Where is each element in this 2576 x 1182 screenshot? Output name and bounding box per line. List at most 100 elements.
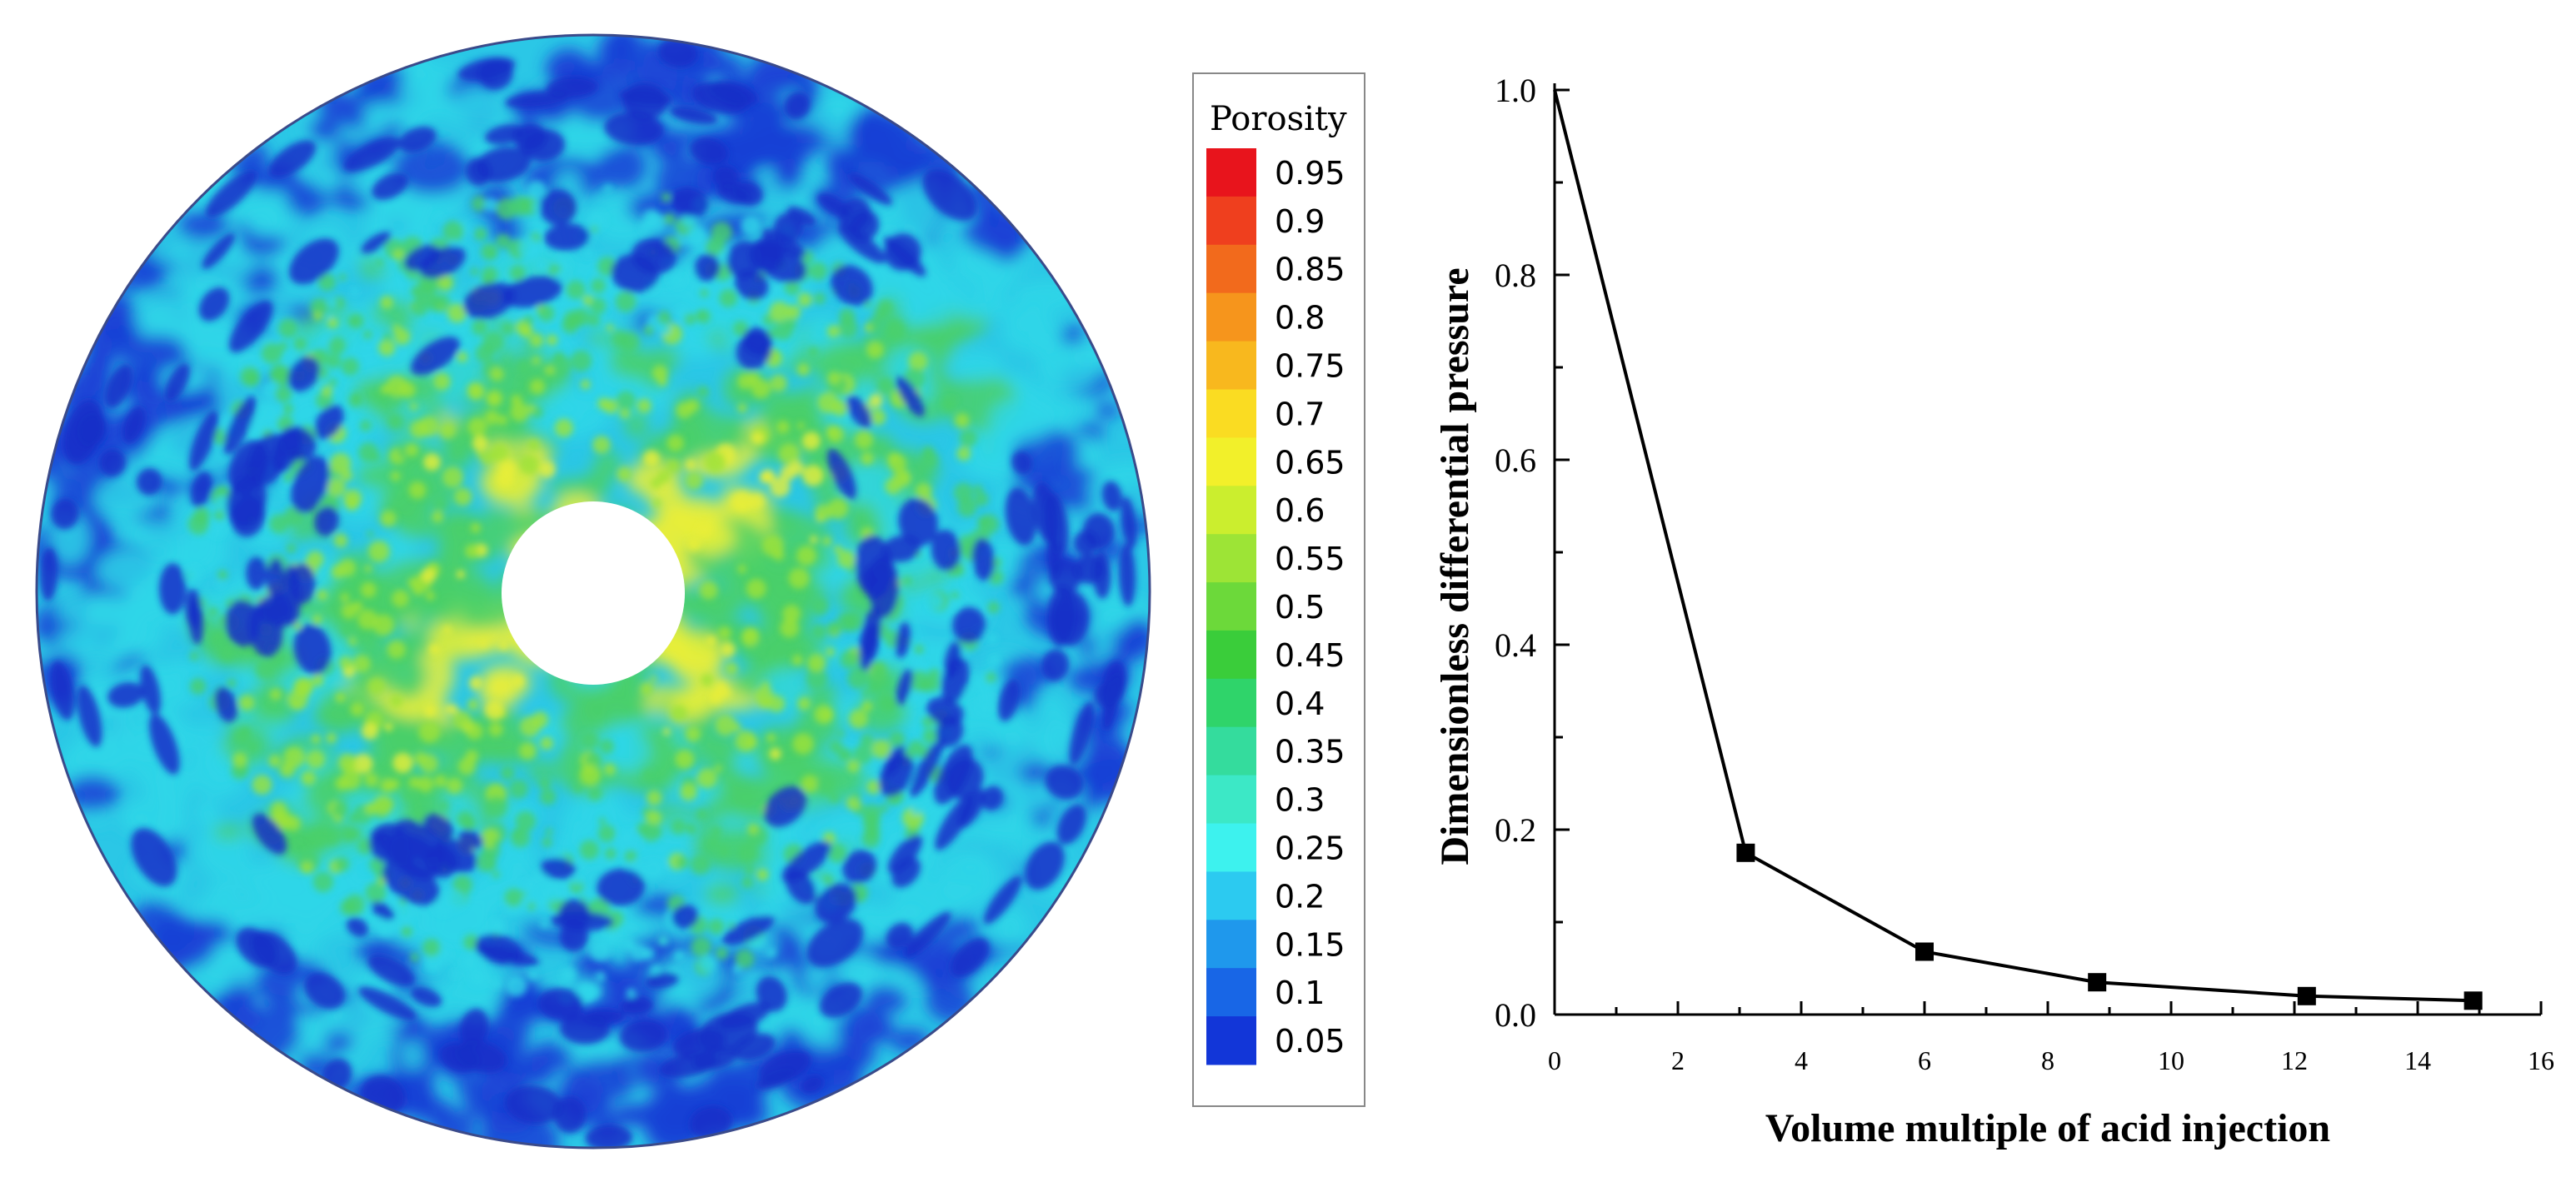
- texture-dot: [560, 966, 577, 983]
- texture-blob: [179, 211, 231, 241]
- texture-dot: [673, 950, 685, 961]
- texture-blob: [564, 61, 638, 122]
- texture-dot: [642, 858, 665, 880]
- texture-dot: [718, 845, 730, 857]
- texture-low-porosity: [846, 396, 872, 428]
- texture-blob: [1008, 781, 1051, 815]
- texture-dot: [339, 273, 347, 282]
- texture-dot: [769, 747, 781, 761]
- texture-dot: [397, 447, 408, 458]
- texture-blob: [447, 961, 506, 1013]
- texture-dot: [871, 739, 891, 759]
- texture-low-porosity: [736, 332, 772, 370]
- texture-dot: [811, 624, 826, 640]
- texture-blob: [599, 970, 635, 1006]
- texture-dot: [676, 401, 693, 419]
- texture-dot: [527, 438, 540, 451]
- texture-dot: [467, 383, 485, 401]
- texture-dot: [371, 453, 380, 462]
- texture-dot: [741, 215, 761, 236]
- texture-dot: [311, 734, 321, 744]
- texture-dot: [519, 455, 540, 475]
- texture-blob: [656, 131, 691, 160]
- texture-dot: [640, 682, 654, 696]
- texture-dot: [539, 788, 557, 805]
- texture-dot: [410, 402, 418, 411]
- texture-dot: [367, 677, 385, 695]
- colorbar-swatch: [1206, 244, 1256, 294]
- texture-dot: [788, 567, 810, 589]
- texture-blob: [961, 885, 993, 898]
- texture-dot: [690, 855, 711, 875]
- texture-dot: [847, 668, 869, 689]
- texture-dot: [827, 371, 841, 385]
- texture-low-porosity: [164, 363, 190, 401]
- texture-dot: [809, 262, 827, 281]
- texture-dot: [701, 673, 714, 686]
- texture-dot: [617, 466, 632, 481]
- texture-low-porosity: [228, 440, 269, 496]
- texture-low-porosity: [398, 126, 437, 153]
- texture-low-porosity: [622, 82, 668, 119]
- texture-dot: [512, 675, 525, 687]
- texture-low-porosity: [689, 137, 729, 166]
- texture-dot: [587, 314, 601, 327]
- texture-blob: [723, 1097, 769, 1129]
- texture-dot: [485, 410, 499, 425]
- texture-dot: [860, 734, 875, 748]
- texture-dot: [488, 721, 503, 737]
- texture-dot: [657, 311, 671, 325]
- texture-blob: [939, 915, 978, 943]
- texture-blob: [711, 55, 745, 82]
- texture-dot: [700, 289, 709, 298]
- texture-low-porosity: [971, 537, 995, 581]
- texture-low-porosity: [597, 868, 646, 906]
- texture-dot: [782, 604, 801, 623]
- texture-dot: [869, 409, 886, 426]
- texture-dot: [922, 446, 935, 458]
- texture-dot: [392, 324, 402, 333]
- texture-low-porosity: [883, 745, 906, 777]
- texture-blob: [705, 883, 739, 906]
- texture-low-porosity: [99, 449, 127, 477]
- texture-low-porosity: [268, 140, 317, 178]
- texture-blob: [246, 219, 290, 237]
- texture-dot: [456, 570, 466, 579]
- texture-dot: [377, 925, 387, 935]
- texture-dot: [340, 469, 353, 482]
- texture-dot: [467, 417, 487, 436]
- texture-dot: [519, 196, 538, 216]
- colorbar-tick-label: 0.15: [1275, 926, 1345, 963]
- texture-dot: [408, 481, 427, 499]
- texture-dot: [813, 705, 834, 725]
- texture-dot: [878, 695, 896, 712]
- texture-dot: [338, 559, 357, 577]
- texture-low-porosity: [1048, 557, 1081, 595]
- texture-dot: [612, 330, 628, 347]
- texture-dot: [457, 352, 468, 362]
- texture-low-porosity: [537, 988, 584, 1020]
- texture-low-porosity: [998, 678, 1021, 721]
- texture-dot: [741, 629, 759, 647]
- texture-blob: [716, 119, 808, 161]
- texture-dot: [476, 851, 497, 872]
- texture-dot: [465, 750, 479, 764]
- texture-dot: [485, 795, 507, 818]
- texture-low-porosity: [891, 857, 921, 888]
- texture-dot: [269, 514, 289, 534]
- texture-dot: [959, 429, 977, 447]
- texture-dot: [469, 676, 483, 691]
- x-tick-label: 16: [2528, 1045, 2554, 1075]
- texture-dot: [340, 624, 353, 637]
- texture-dot: [451, 970, 459, 979]
- texture-dot: [626, 988, 637, 999]
- texture-blob: [478, 671, 519, 709]
- texture-low-porosity: [904, 911, 951, 958]
- texture-dot: [271, 367, 291, 386]
- texture-dot: [535, 259, 547, 272]
- texture-dot: [391, 397, 400, 406]
- texture-dot: [836, 730, 845, 738]
- texture-low-porosity: [806, 918, 864, 968]
- texture-low-porosity: [827, 448, 856, 500]
- texture-dot: [351, 287, 359, 296]
